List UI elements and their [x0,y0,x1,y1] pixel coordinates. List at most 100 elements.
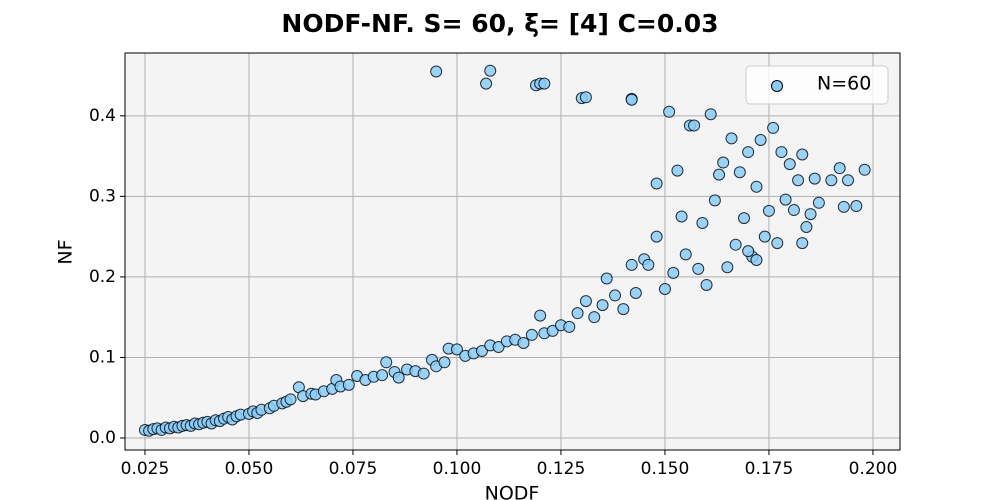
point [738,212,751,225]
point [833,162,846,175]
point [284,393,297,406]
points [138,64,871,437]
point [650,177,663,190]
point [571,307,584,320]
x-tick-label: 0.175 [745,459,794,479]
y-tick-label: 0.0 [89,428,116,448]
point [392,371,405,384]
point [600,272,613,285]
chart-title: NODF-NF. S= 60, ξ= [4] C=0.03 [281,9,718,38]
point [775,146,788,159]
point [538,77,551,90]
point [808,172,821,185]
point [671,164,684,177]
point [450,343,463,356]
point [642,258,655,271]
point [733,166,746,179]
point [579,295,592,308]
point [376,369,389,382]
point [525,328,538,341]
y-tick-label: 0.4 [89,106,116,126]
point [342,378,355,391]
point [767,121,780,134]
y-tick-label: 0.1 [89,347,116,367]
point [563,320,576,333]
y-axis-label: NF [55,239,77,264]
point [534,309,547,322]
point [609,289,622,302]
x-tick-label: 0.050 [225,459,274,479]
x-tick-label: 0.125 [537,459,586,479]
point [650,230,663,243]
y-tick-label: 0.2 [89,267,116,287]
point [754,133,767,146]
point [380,356,393,369]
point [438,356,451,369]
point [480,77,493,90]
point [792,174,805,187]
point [625,258,638,271]
point [850,200,863,213]
point [667,266,680,279]
point [804,208,817,221]
point [492,340,505,353]
point [417,367,430,380]
point [783,158,796,171]
point [663,105,676,118]
point [796,237,809,250]
point [742,245,755,258]
point [842,174,855,187]
point [484,64,497,77]
point [787,204,800,217]
y-tick-label: 0.3 [89,186,116,206]
point [771,237,784,250]
point [430,65,443,78]
point [800,220,813,233]
plot-area [125,53,900,450]
point [750,180,763,193]
point [688,119,701,132]
point [475,345,488,358]
point [588,311,601,324]
legend: N=60 [745,65,889,105]
point [675,210,688,223]
x-axis-label: NODF [485,483,540,500]
x-tick-label: 0.025 [121,459,170,479]
point [625,93,638,106]
point [617,303,630,316]
point [796,148,809,161]
point [658,282,671,295]
point [713,168,726,181]
legend-marker [771,80,783,92]
legend-box [745,65,889,105]
legend-label: N=60 [817,73,871,95]
x-tick-label: 0.200 [849,459,898,479]
point [679,248,692,261]
point [596,299,609,312]
axes-frame [124,52,901,451]
grid [125,53,900,450]
point [729,238,742,251]
point [717,156,730,169]
point [750,253,763,266]
point [837,200,850,213]
point [708,194,721,207]
point [758,230,771,243]
point [812,196,825,209]
point [858,163,871,176]
point [825,174,838,187]
point [692,262,705,275]
x-tick-label: 0.150 [641,459,690,479]
x-tick-label: 0.100 [433,459,482,479]
point [742,146,755,159]
point [725,132,738,145]
point [704,108,717,121]
point [700,278,713,291]
point [579,91,592,104]
point [779,193,792,206]
point [721,261,734,274]
point [629,287,642,300]
point [517,336,530,349]
x-tick-label: 0.075 [329,459,378,479]
